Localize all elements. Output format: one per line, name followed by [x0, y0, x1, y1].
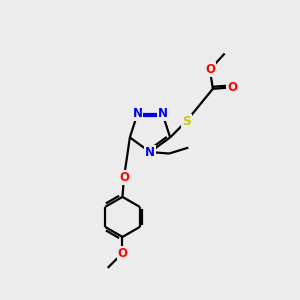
Text: N: N [133, 107, 142, 120]
Text: O: O [119, 171, 129, 184]
Text: O: O [205, 63, 215, 76]
Text: N: N [158, 107, 167, 120]
Text: S: S [182, 115, 191, 128]
Text: O: O [227, 81, 237, 94]
Text: N: N [145, 146, 155, 159]
Text: O: O [118, 247, 128, 260]
